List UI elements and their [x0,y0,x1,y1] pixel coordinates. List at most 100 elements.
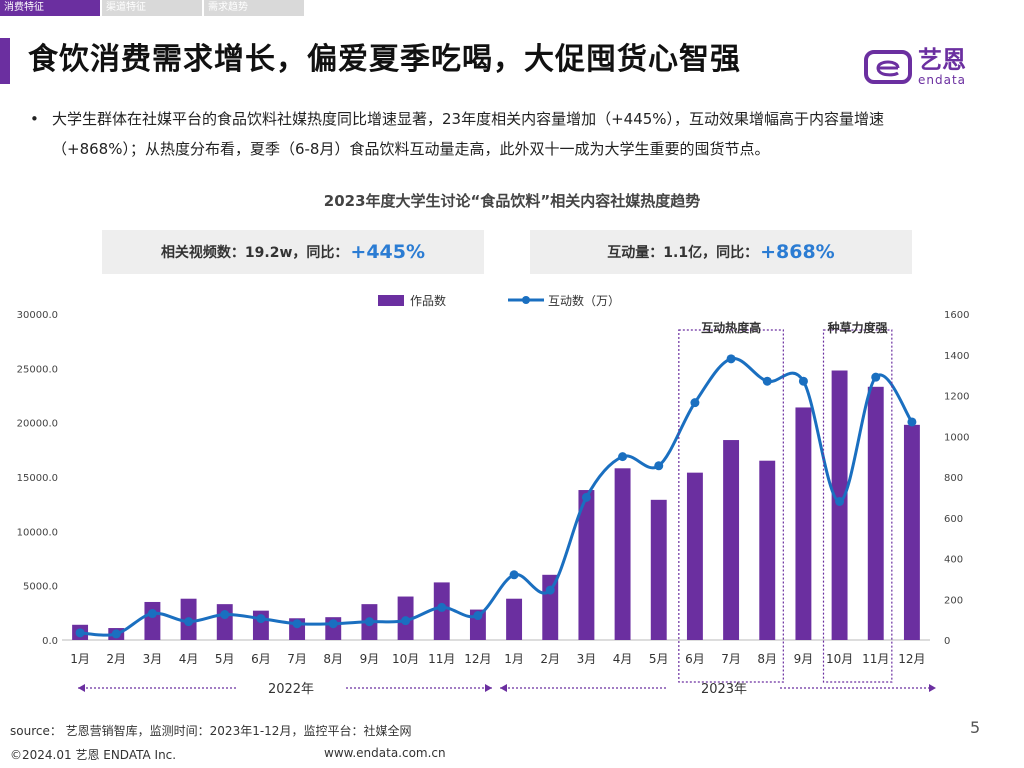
legend-bar-label: 作品数 [410,293,446,308]
line-point [364,617,374,627]
y-right-tick-label: 1400 [944,351,969,362]
y-right-tick-label: 1600 [944,310,969,321]
line-point [75,628,85,638]
bar [723,440,740,640]
bar [614,468,631,640]
x-tick-label: 3月 [577,652,597,666]
x-tick-label: 6月 [251,652,271,666]
x-tick-label: 8月 [323,652,343,666]
bar [216,604,233,640]
kpi-interactions-label: 互动量：1.1亿，同比： [607,245,759,261]
source-note: source： 艺恩营销智库，监测时间：2023年1-12月，监控平台：社媒全网 [10,724,412,738]
bar [686,472,703,640]
bullet-dot: • [30,110,39,128]
line-point [437,602,447,612]
bar [795,407,812,640]
y-left-tick-label: 10000.0 [17,527,58,538]
y-left-tick-label: 0.0 [42,636,58,647]
tab-consumption-features[interactable]: 消费特征 [0,0,100,16]
x-tick-label: 7月 [287,652,307,666]
tab-demand-trends[interactable]: 需求趋势 [204,0,304,16]
bar [542,574,559,640]
bar [867,386,884,640]
x-tick-label: 9月 [360,652,380,666]
y-right-tick-label: 0 [944,636,950,647]
x-tick-label: 9月 [794,652,814,666]
title-accent-bar [0,38,10,84]
line-point [581,492,591,502]
y-right-tick-label: 1000 [944,432,969,443]
bar [650,499,667,640]
line-point [184,617,194,627]
heat-trend-chart: 作品数 互动数（万） 0.0 5000.0 10000.0 15000.0 20000.0 2… [17,293,970,697]
year-2023-arrowhead-right [929,684,936,692]
y-right-tick-label: 600 [944,514,963,525]
x-tick-label: 11月 [862,652,889,666]
line-point [798,376,808,386]
bar [506,598,523,640]
y-right-tick-label: 400 [944,555,963,566]
annotation-box [822,329,893,683]
y-left-tick-label: 5000.0 [23,582,58,593]
y-left-tick-label: 25000.0 [17,364,58,375]
annotation-label: 互动热度高 [701,320,761,335]
line-point [509,570,519,580]
x-tick-label: 4月 [613,652,633,666]
x-tick-label: 1月 [70,652,90,666]
year-2022-label: 2022年 [268,682,314,697]
x-tick-label: 8月 [757,652,777,666]
line-point [726,354,736,364]
y-left-tick-label: 15000.0 [17,473,58,484]
line-point [618,452,628,462]
x-tick-label: 1月 [504,652,524,666]
line-point [871,372,881,382]
line-point [762,376,772,386]
kpi-interactions: 互动量：1.1亿，同比： +868% [530,230,912,274]
annotation-box [678,329,784,683]
x-tick-label: 5月 [215,652,235,666]
endata-logo-icon [864,50,912,84]
website-link[interactable]: www.endata.com.cn [324,746,446,760]
legend-line-marker [522,296,530,304]
year-2022-arrowhead-left [78,684,85,692]
page-title: 食饮消费需求增长，偏爱夏季吃喝，大促囤货心智强 [28,42,741,77]
kpi-interactions-value: +868% [760,241,835,263]
bar [903,424,920,640]
x-tick-label: 11月 [428,652,455,666]
line-point [907,417,917,427]
line-point [545,585,555,595]
x-tick-label: 2月 [540,652,560,666]
kpi-videos: 相关视频数：19.2w，同比： +445% [102,230,484,274]
kpi-videos-label: 相关视频数：19.2w，同比： [160,245,349,261]
line-point [690,398,700,408]
y-right-tick-label: 200 [944,595,963,606]
x-tick-label: 3月 [143,652,163,666]
line-point [147,609,157,619]
line-point [111,629,121,639]
legend-bar-swatch [378,295,404,306]
line-point [292,619,302,629]
y-left-tick-label: 20000.0 [17,419,58,430]
x-tick-label: 12月 [898,652,925,666]
logo-text: 艺恩 [918,46,966,74]
x-tick-label: 12月 [464,652,491,666]
x-tick-label: 2月 [106,652,126,666]
annotation-label: 种草力度强 [827,320,888,335]
x-tick-label: 7月 [721,652,741,666]
kpi-videos-value: +445% [350,241,426,263]
x-tick-label: 4月 [179,652,199,666]
line-point [654,461,664,471]
line-point [401,616,411,626]
line-point [256,614,266,624]
x-tick-label: 10月 [826,652,853,666]
y-left-tick-label: 30000.0 [17,310,58,321]
year-2023-label: 2023年 [701,682,747,697]
year-2023-arrowhead-left [500,684,507,692]
tab-channel-features[interactable]: 渠道特征 [102,0,202,16]
line-point [835,496,845,506]
summary-text: 大学生群体在社媒平台的食品饮料社媒热度同比增速显著，23年度相关内容量增加（+4… [52,110,885,158]
bar [759,460,776,640]
line-point [328,619,338,629]
section-tabs: 消费特征 渠道特征 需求趋势 [0,0,306,16]
series-line [79,357,914,637]
